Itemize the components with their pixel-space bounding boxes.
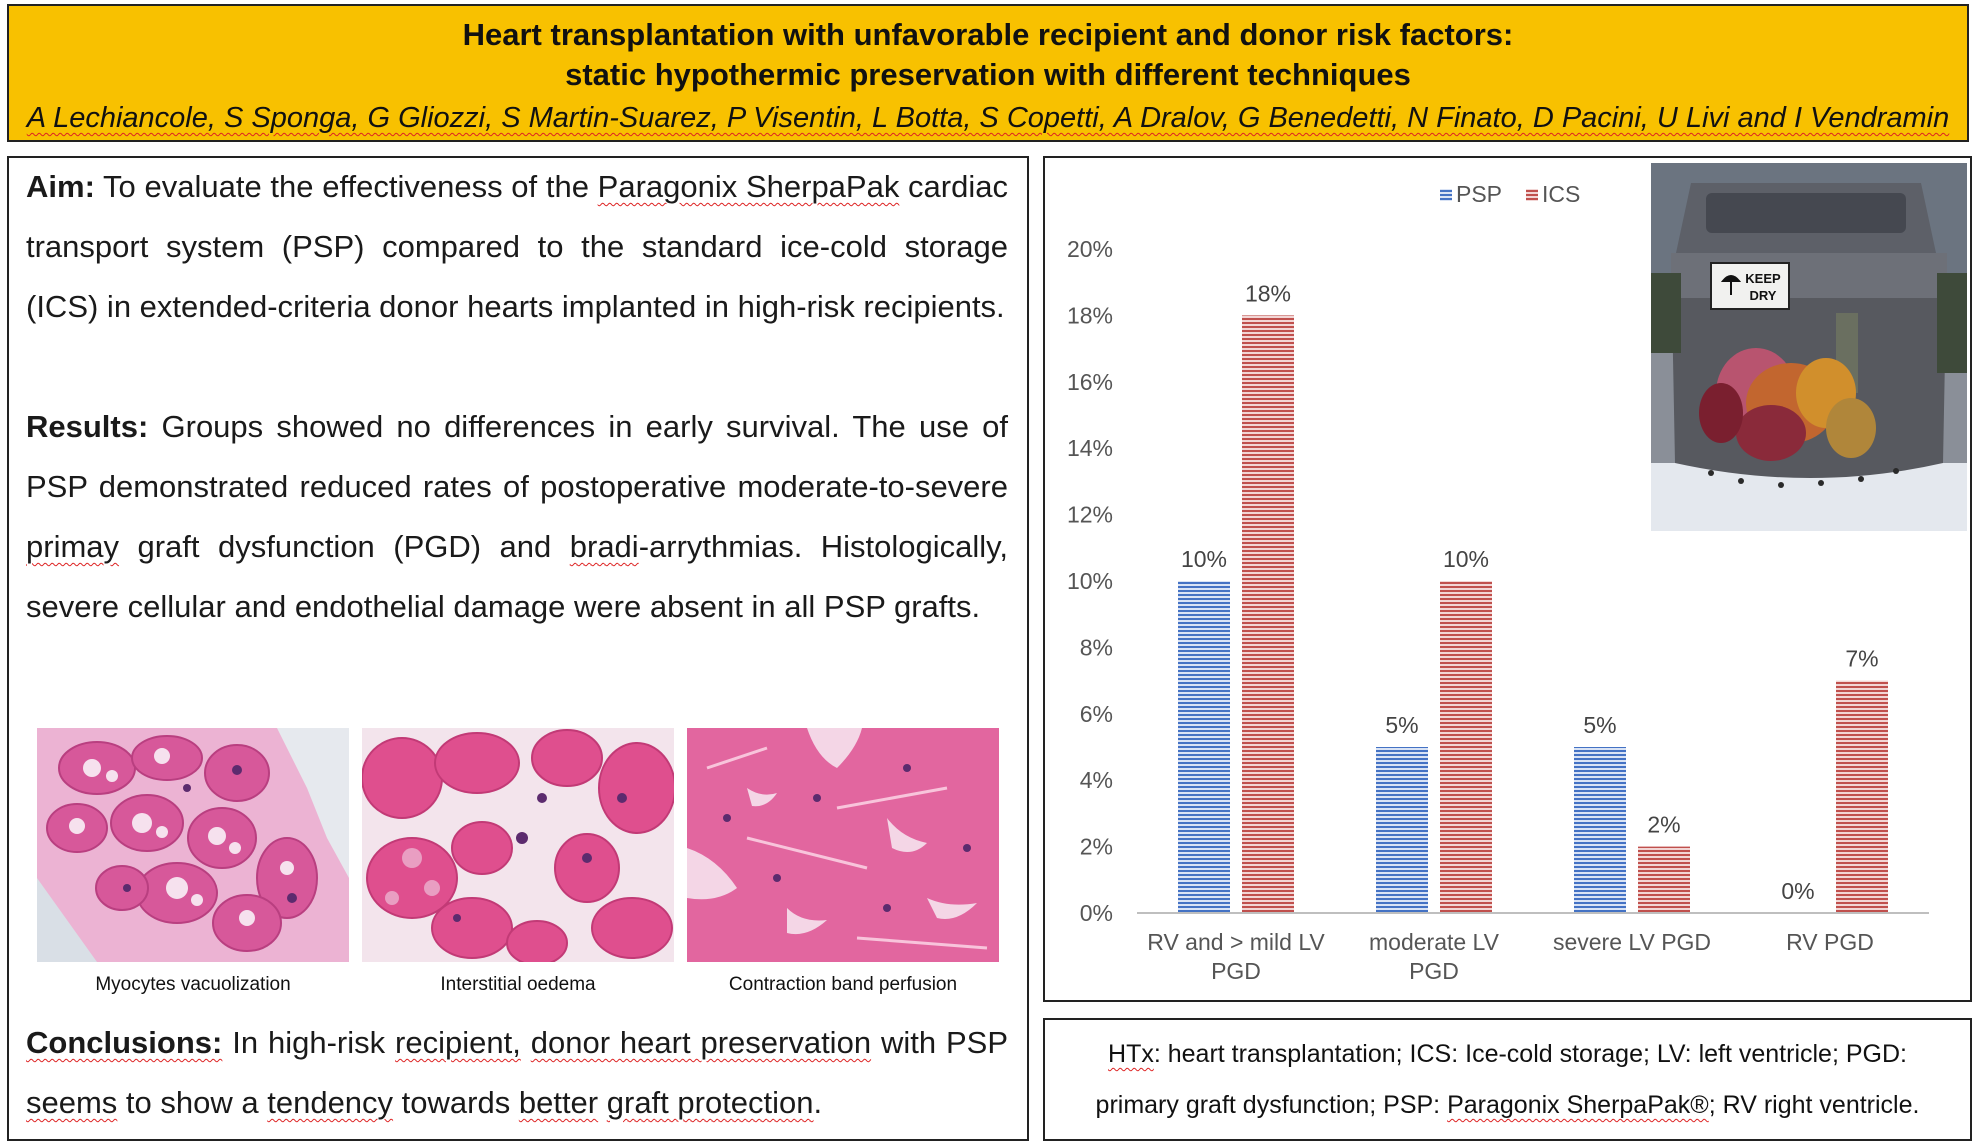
category-label: RV and > mild LV <box>1147 929 1325 955</box>
y-tick-label: 18% <box>1067 302 1113 328</box>
bar-ics <box>1440 581 1492 913</box>
category-label: PGD <box>1409 958 1459 984</box>
y-tick-label: 4% <box>1080 767 1113 793</box>
results-word-primay: primay <box>26 529 120 564</box>
legend-swatch-psp <box>1440 189 1452 201</box>
caption-vacuolization: Myocytes vacuolization <box>95 974 291 995</box>
sherpapak-device-photo: KEEP DRY <box>1651 163 1967 531</box>
conclusions-text-a: In high-risk <box>222 1025 396 1060</box>
abbreviations-box: HTx: heart transplantation; ICS: Ice-col… <box>1043 1018 1972 1141</box>
abstract-panel: Aim: To evaluate the effectiveness of th… <box>7 156 1029 1141</box>
legend-label-ics: ICS <box>1542 181 1580 207</box>
y-tick-label: 10% <box>1067 568 1113 594</box>
conclusions-text-g: . <box>813 1085 823 1120</box>
conclusions-label: Conclusions: <box>26 1025 223 1060</box>
aim-product-name: Paragonix SherpaPak <box>597 169 900 204</box>
conclusions-word-2: donor heart preservation <box>530 1025 872 1060</box>
x-axis: RV and > mild LV PGD moderate LV PGD severe … <box>1137 912 1929 984</box>
caption-contraction-band: Contraction band perfusion <box>728 974 958 995</box>
results-paragraph: Results: Groups showed no differences in… <box>26 397 1008 637</box>
y-tick-label: 12% <box>1067 502 1113 528</box>
abbr-htx: HTx <box>1108 1040 1154 1068</box>
y-axis: 0% 2% 4% 6% 8% 10% 12% 14% 16% 18% 20% <box>1067 236 1113 926</box>
histology-image-oedema <box>362 728 674 962</box>
title-banner: Heart transplantation with unfavorable r… <box>7 4 1969 142</box>
data-label: 7% <box>1845 646 1878 672</box>
category-label: RV PGD <box>1786 929 1874 955</box>
conclusions-text-b <box>521 1025 531 1060</box>
chart-legend: PSP ICS <box>1440 181 1580 207</box>
data-label: 5% <box>1385 712 1418 738</box>
bar-ics <box>1242 315 1294 913</box>
data-label: 5% <box>1583 712 1616 738</box>
aim-paragraph: Aim: To evaluate the effectiveness of th… <box>26 157 1008 337</box>
chart-panel: PSP ICS 0% 2% 4% 6% 8% 10% 12% 14% 16% 18% 20% 10% 1… <box>1043 156 1972 1002</box>
category-label: PGD <box>1211 958 1261 984</box>
data-label: 18% <box>1245 280 1291 306</box>
conclusions-text-f <box>598 1085 607 1120</box>
abbr-line2-a: primary graft dysfunction; PSP: <box>1095 1091 1448 1119</box>
data-label: 0% <box>1781 878 1814 904</box>
legend-swatch-ics <box>1526 189 1538 201</box>
y-tick-label: 0% <box>1080 900 1113 926</box>
results-text-a: Groups showed no differences in early su… <box>26 409 1008 504</box>
bar-ics <box>1638 846 1690 913</box>
y-tick-label: 16% <box>1067 369 1113 395</box>
results-label: Results: <box>26 409 149 444</box>
abbr-sherpapak: Paragonix SherpaPak® <box>1447 1091 1709 1119</box>
pgd-bar-chart: PSP ICS 0%2%4%6%8%10%12%14%16%18%20% 10%1… <box>1067 181 1929 984</box>
conclusions-text-e: towards <box>393 1085 519 1120</box>
abbreviations-line-2: primary graft dysfunction; PSP: Paragoni… <box>1045 1080 1970 1131</box>
y-tick-label: 2% <box>1080 834 1113 860</box>
conclusions-word-3: seems <box>26 1085 118 1120</box>
legend-label-psp: PSP <box>1456 181 1502 207</box>
abbreviations-line-1: HTx: heart transplantation; ICS: Ice-col… <box>1045 1029 1970 1080</box>
photo-label-dry: DRY <box>1750 288 1777 303</box>
data-label: 2% <box>1647 812 1680 838</box>
conclusions-word-6: graft protection <box>606 1085 814 1120</box>
conclusions-word-4: tendency <box>267 1085 394 1120</box>
conclusions-paragraph: Conclusions: In high-risk recipient, don… <box>26 1013 1008 1133</box>
data-label: 10% <box>1181 546 1227 572</box>
results-text-b: graft dysfunction (PGD) and <box>119 529 570 564</box>
conclusions-word-5: better <box>518 1085 599 1120</box>
aim-label: Aim: <box>26 169 95 204</box>
abbr-line1-rest: : heart transplantation; ICS: Ice-cold s… <box>1153 1040 1907 1068</box>
category-label: moderate LV <box>1369 929 1500 955</box>
conclusions-word-1: recipient, <box>395 1025 521 1060</box>
category-label: severe LV PGD <box>1553 929 1711 955</box>
bar-psp <box>1574 747 1626 913</box>
conclusions-text-d: to show a <box>117 1085 268 1120</box>
y-tick-label: 20% <box>1067 236 1113 262</box>
results-word-bradi: bradi <box>569 529 639 564</box>
histology-image-vacuolization <box>37 728 349 962</box>
title-line-2: static hypothermic preservation with dif… <box>565 57 1411 92</box>
title-line-1: Heart transplantation with unfavorable r… <box>462 17 1514 52</box>
author-list: A Lechiancole, S Sponga, G Gliozzi, S Ma… <box>26 102 1950 134</box>
abbr-line2-b: ; RV right ventricle. <box>1708 1091 1920 1119</box>
histology-image-contraction-band <box>687 728 999 962</box>
conclusions-text-c: with PSP <box>871 1025 1009 1060</box>
data-label: 10% <box>1443 546 1489 572</box>
aim-text-a: To evaluate the effectiveness of the <box>94 169 598 204</box>
results-text-c: -arrythmias. Histologically, severe cell… <box>26 529 1008 624</box>
bar-psp <box>1376 747 1428 913</box>
y-tick-label: 14% <box>1067 435 1113 461</box>
y-tick-label: 6% <box>1080 701 1113 727</box>
caption-oedema: Interstitial oedema <box>440 974 596 995</box>
bar-ics <box>1836 680 1888 913</box>
photo-label-keep: KEEP <box>1745 271 1781 286</box>
bar-psp <box>1178 581 1230 913</box>
y-tick-label: 8% <box>1080 634 1113 660</box>
aim-text-b: cardiac transport system (PSP) compared … <box>26 169 1008 324</box>
bars-group: 10% 18% 5% 10% 5% 2% 0% 7% <box>1178 280 1888 913</box>
